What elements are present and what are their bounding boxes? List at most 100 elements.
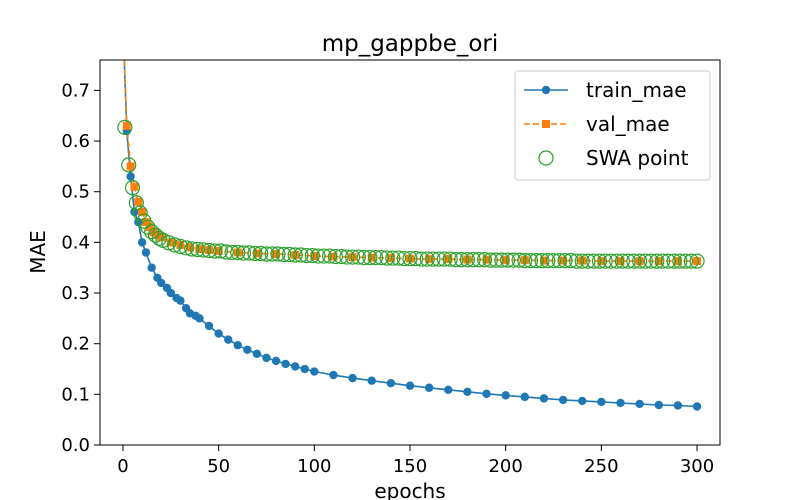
swa-point: [132, 205, 148, 221]
x-tick-label: 300: [680, 456, 714, 477]
swa-point: [333, 248, 349, 265]
swa-point: [471, 251, 487, 268]
train-mae-point: [166, 288, 176, 298]
swa-point: [505, 252, 521, 268]
train-mae-point: [157, 278, 166, 288]
train-mae-point: [290, 362, 300, 371]
swa-point: [304, 247, 321, 264]
train-mae-point: [310, 367, 319, 376]
val-mae-point: [138, 207, 147, 216]
swa-point: [488, 252, 504, 268]
swa-point: [339, 249, 355, 265]
swa-point: [117, 119, 133, 135]
swa-point: [121, 157, 137, 173]
val-mae-point: [214, 246, 223, 255]
train-mae-point: [137, 238, 147, 247]
train-mae-point: [501, 391, 510, 400]
swa-point: [609, 253, 625, 269]
swa-point: [620, 253, 636, 269]
train-mae-point: [597, 397, 606, 407]
swa-point: [597, 253, 613, 269]
legend: train_mae val_mae SWA point: [514, 70, 711, 181]
swa-point: [235, 245, 252, 261]
swa-point: [367, 249, 384, 266]
swa-point: [124, 180, 141, 196]
x-tick-label: 200: [488, 456, 522, 477]
train-mae-point: [405, 381, 415, 390]
legend-label: SWA point: [586, 146, 689, 170]
val-mae-point: [578, 256, 587, 265]
swa-point: [563, 253, 579, 269]
val-mae-point: [205, 245, 214, 254]
swa-point: [413, 251, 430, 267]
train-mae-point: [520, 392, 530, 402]
swa-point: [396, 250, 412, 267]
swa-point: [253, 245, 269, 262]
swa-point: [322, 248, 338, 264]
y-tick-label: 0.2: [61, 334, 90, 355]
swa-point: [459, 251, 476, 268]
val-mae-point: [406, 254, 414, 263]
swa-point: [431, 251, 447, 267]
swa-point: [494, 252, 510, 268]
y-tick-label: 0.3: [61, 283, 90, 304]
train-mae-point: [348, 373, 357, 383]
swa-point: [522, 253, 539, 269]
val-mae-point: [329, 252, 338, 261]
train-mae-point: [147, 263, 156, 272]
train-mae-point: [300, 364, 309, 374]
swa-point: [425, 251, 441, 267]
swa-point: [454, 251, 470, 268]
val-mae-point: [195, 244, 204, 253]
val-mae-point: [444, 255, 453, 264]
legend-val-marker: [542, 120, 550, 128]
train-mae-point: [262, 353, 271, 363]
swa-point: [241, 245, 257, 261]
swa-point: [327, 248, 343, 265]
swa-point: [218, 244, 234, 260]
train-mae-point: [243, 345, 252, 354]
y-tick-label: 0.1: [61, 384, 90, 405]
val-mae-point: [166, 238, 175, 247]
swa-point: [178, 240, 194, 256]
swa-point: [649, 253, 665, 269]
val-mae-point: [520, 256, 529, 265]
y-tick-label: 0.5: [61, 182, 90, 203]
swa-point: [247, 245, 263, 262]
legend-train-marker: [541, 85, 551, 95]
train-mae-point: [424, 383, 434, 392]
val-mae-point: [348, 253, 357, 262]
y-tick-label: 0.0: [61, 435, 90, 456]
val-mae-point: [673, 257, 682, 266]
val-mae-point: [272, 250, 281, 259]
train-mae-point: [281, 359, 290, 369]
val-mae-point: [559, 256, 568, 265]
train-mae-point: [386, 378, 396, 388]
val-mae-point: [130, 182, 139, 191]
swa-point: [362, 249, 378, 266]
val-mae-point: [425, 255, 434, 264]
x-axis: 0 50 100 150 200 250 300: [117, 445, 714, 477]
swa-point: [436, 251, 453, 267]
y-tick-label: 0.6: [61, 131, 90, 152]
train-mae-point: [126, 172, 135, 181]
val-mae-point: [501, 256, 510, 265]
swa-point: [402, 250, 418, 267]
val-mae-point: [122, 121, 131, 130]
val-mae-point: [185, 243, 194, 252]
x-tick-label: 250: [584, 456, 618, 477]
swa-point: [477, 251, 493, 268]
swa-point: [419, 251, 435, 267]
swa-point: [230, 244, 246, 261]
swa-point: [373, 249, 389, 266]
y-axis-label: MAE: [26, 230, 50, 274]
train-mae-point: [482, 389, 491, 399]
swa-point: [683, 253, 699, 269]
val-mae-point: [654, 257, 663, 266]
val-mae-point: [635, 257, 644, 266]
swa-point: [207, 243, 223, 259]
train-mae-point: [673, 401, 683, 410]
swa-point: [511, 252, 527, 268]
train-mae-point: [252, 349, 262, 359]
swa-point: [184, 241, 200, 257]
